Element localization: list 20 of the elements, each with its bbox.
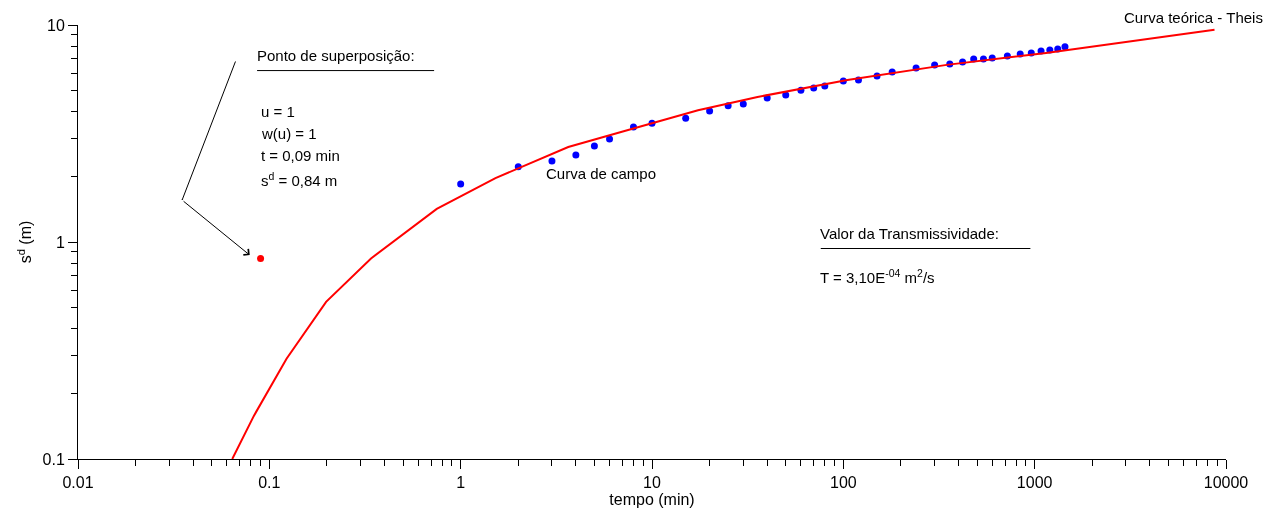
annotation: T = 3,10E$^{-04}$ m$^{2}$/s xyxy=(820,267,935,287)
annotation: t = 0,09 min xyxy=(261,147,340,164)
x-tick-label: 10000 xyxy=(1203,474,1249,492)
annotation: s$^{d}$ = 0,84 m xyxy=(261,170,338,190)
annotation: u = 1 xyxy=(261,103,295,120)
annotation: Valor da Transmissividade: xyxy=(820,225,999,242)
series-label: Curva de campo xyxy=(546,165,657,182)
y-tick-label: 0.1 xyxy=(42,450,65,468)
x-tick-label: 100 xyxy=(829,474,857,492)
y-tick-label: 1 xyxy=(55,233,65,251)
x-tick-label: 1 xyxy=(456,474,466,492)
x-tick-label: 10 xyxy=(643,474,661,492)
x-tick-label: 1000 xyxy=(1016,474,1053,492)
annotation: w(u) = 1 xyxy=(261,125,317,142)
y-tick-label: 10 xyxy=(47,16,65,34)
annotation: Ponto de superposição: xyxy=(257,47,415,64)
x-tick-label: 0.1 xyxy=(258,474,281,492)
series-label: Curva teórica - Theis xyxy=(1124,9,1263,26)
x-axis-title: tempo (min) xyxy=(609,491,695,509)
x-tick-label: 0.01 xyxy=(62,474,94,492)
